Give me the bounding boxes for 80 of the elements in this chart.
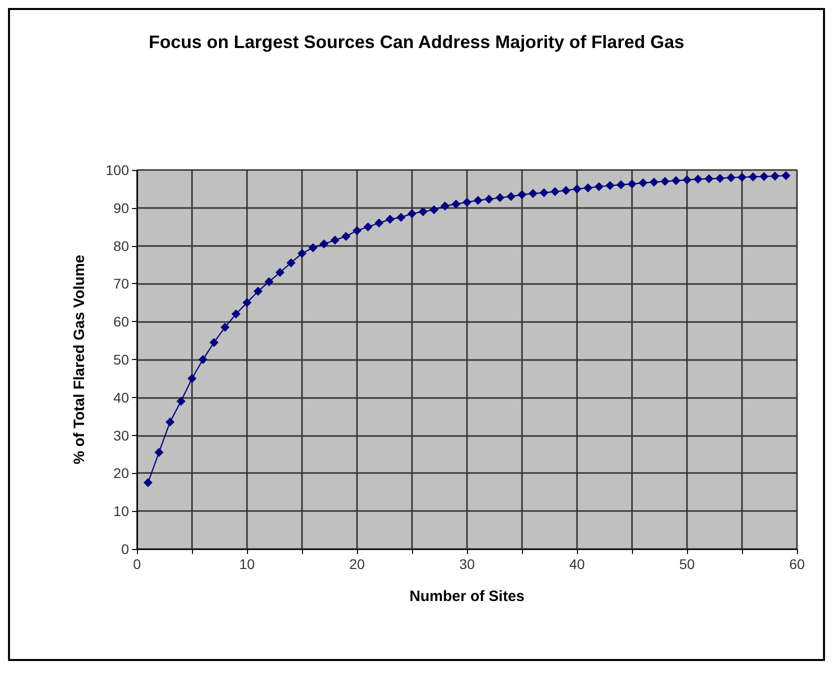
point	[276, 268, 284, 277]
point	[474, 196, 482, 205]
chart-title: Focus on Largest Sources Can Address Majority of Flared Gas	[148, 32, 684, 52]
point	[320, 239, 328, 248]
y-tick-label: 10	[113, 503, 130, 520]
y-tick-label: 0	[121, 541, 130, 557]
point	[374, 218, 384, 228]
point	[572, 184, 582, 194]
point	[352, 226, 362, 236]
point	[242, 298, 252, 308]
point	[462, 198, 472, 207]
point	[396, 212, 406, 222]
point	[650, 178, 658, 187]
point	[628, 180, 636, 189]
y-tick-label: 100	[106, 162, 130, 178]
point	[286, 258, 296, 268]
point	[408, 209, 416, 218]
point	[672, 176, 680, 186]
point	[506, 192, 516, 202]
point	[176, 396, 186, 406]
y-tick-label: 20	[113, 465, 130, 482]
x-tick-label: 60	[789, 556, 805, 572]
y-tick-label: 40	[113, 389, 130, 406]
point	[330, 236, 340, 245]
point	[298, 248, 306, 258]
point	[770, 172, 780, 181]
y-tick-label: 70	[113, 276, 130, 292]
y-tick-label: 30	[113, 427, 130, 444]
point	[484, 194, 494, 204]
point	[154, 448, 164, 457]
point	[606, 181, 614, 190]
point	[188, 374, 196, 383]
point	[584, 183, 592, 192]
point	[518, 190, 526, 200]
point	[452, 200, 460, 209]
point	[726, 173, 736, 182]
y-axis-title: % of Total Flared Gas Volume	[71, 254, 88, 464]
point	[386, 214, 394, 224]
point	[364, 222, 372, 232]
x-tick-label: 40	[569, 556, 585, 572]
point	[220, 322, 230, 332]
point	[760, 172, 768, 181]
point	[210, 338, 218, 347]
point	[232, 310, 240, 319]
point	[682, 175, 692, 184]
point	[704, 174, 714, 184]
point	[440, 202, 450, 211]
point	[430, 205, 438, 214]
point	[342, 232, 350, 241]
point	[716, 174, 724, 183]
point	[198, 355, 208, 364]
point	[264, 277, 274, 286]
x-tick-label: 20	[349, 556, 365, 572]
point	[418, 207, 428, 216]
point	[738, 172, 746, 182]
point	[782, 171, 790, 180]
x-axis-title: Number of Sites	[409, 588, 525, 605]
point	[308, 243, 318, 252]
x-tick-label: 50	[679, 556, 695, 572]
point	[496, 193, 504, 202]
point	[660, 176, 670, 186]
point	[550, 187, 560, 196]
point	[562, 186, 570, 195]
point	[528, 189, 538, 198]
x-tick-label: 0	[133, 556, 142, 572]
x-tick-label: 30	[459, 556, 475, 572]
point	[616, 180, 626, 190]
point	[540, 188, 548, 198]
point	[166, 418, 174, 427]
y-tick-label: 50	[113, 352, 130, 368]
y-tick-label: 90	[113, 200, 130, 216]
point	[594, 182, 604, 192]
point	[638, 178, 648, 188]
point	[748, 172, 758, 182]
point	[694, 174, 702, 184]
y-tick-label: 80	[113, 238, 130, 254]
x-tick-label: 10	[239, 556, 255, 572]
point	[144, 478, 152, 488]
point	[254, 286, 262, 296]
y-tick-label: 60	[113, 314, 130, 330]
